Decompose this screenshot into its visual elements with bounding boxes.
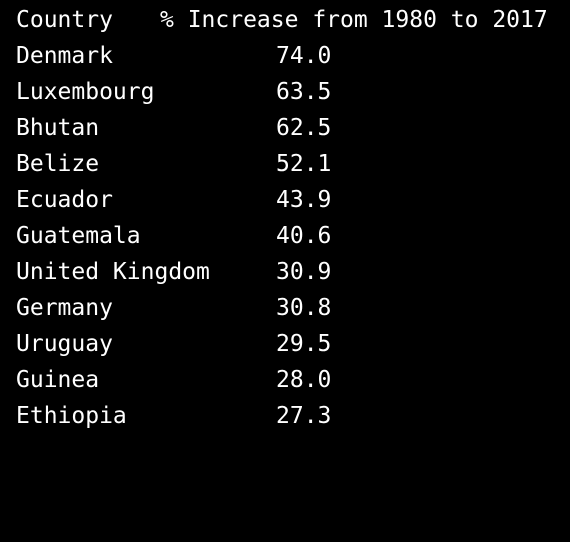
terminal-output: Country % Increase from 1980 to 2017 Den… bbox=[16, 2, 570, 434]
table-row: Belize 52.1 bbox=[16, 146, 570, 182]
row-increase: 43.9 bbox=[276, 187, 332, 213]
table-row: Guatemala 40.6 bbox=[16, 218, 570, 254]
header-country: Country bbox=[16, 7, 113, 33]
row-increase: 63.5 bbox=[276, 79, 332, 105]
row-increase: 74.0 bbox=[276, 43, 332, 69]
table-row: Uruguay 29.5 bbox=[16, 326, 570, 362]
row-increase: 40.6 bbox=[276, 223, 332, 249]
row-country: Bhutan bbox=[16, 115, 100, 141]
row-country: Ecuador bbox=[16, 187, 113, 213]
row-increase: 52.1 bbox=[276, 151, 332, 177]
table-row: Denmark 74.0 bbox=[16, 38, 570, 74]
row-country: Guinea bbox=[16, 367, 100, 393]
table-row: Bhutan 62.5 bbox=[16, 110, 570, 146]
table-row: United Kingdom 30.9 bbox=[16, 254, 570, 290]
row-country: Ethiopia bbox=[16, 403, 127, 429]
table-row: Luxembourg 63.5 bbox=[16, 74, 570, 110]
table-row: Guinea 28.0 bbox=[16, 362, 570, 398]
row-country: Denmark bbox=[16, 43, 113, 69]
row-country: Germany bbox=[16, 295, 113, 321]
row-increase: 27.3 bbox=[276, 403, 332, 429]
row-country: Luxembourg bbox=[16, 79, 155, 105]
table-row: Ethiopia 27.3 bbox=[16, 398, 570, 434]
row-increase: 29.5 bbox=[276, 331, 332, 357]
table-row: Germany 30.8 bbox=[16, 290, 570, 326]
row-country: Uruguay bbox=[16, 331, 113, 357]
row-increase: 30.8 bbox=[276, 295, 332, 321]
row-country: Guatemala bbox=[16, 223, 141, 249]
row-increase: 62.5 bbox=[276, 115, 332, 141]
row-country: United Kingdom bbox=[16, 259, 210, 285]
row-increase: 30.9 bbox=[276, 259, 332, 285]
row-increase: 28.0 bbox=[276, 367, 332, 393]
table-row: Ecuador 43.9 bbox=[16, 182, 570, 218]
header-increase: % Increase from 1980 to 2017 bbox=[160, 7, 548, 33]
row-country: Belize bbox=[16, 151, 100, 177]
table-header: Country % Increase from 1980 to 2017 bbox=[16, 2, 570, 38]
